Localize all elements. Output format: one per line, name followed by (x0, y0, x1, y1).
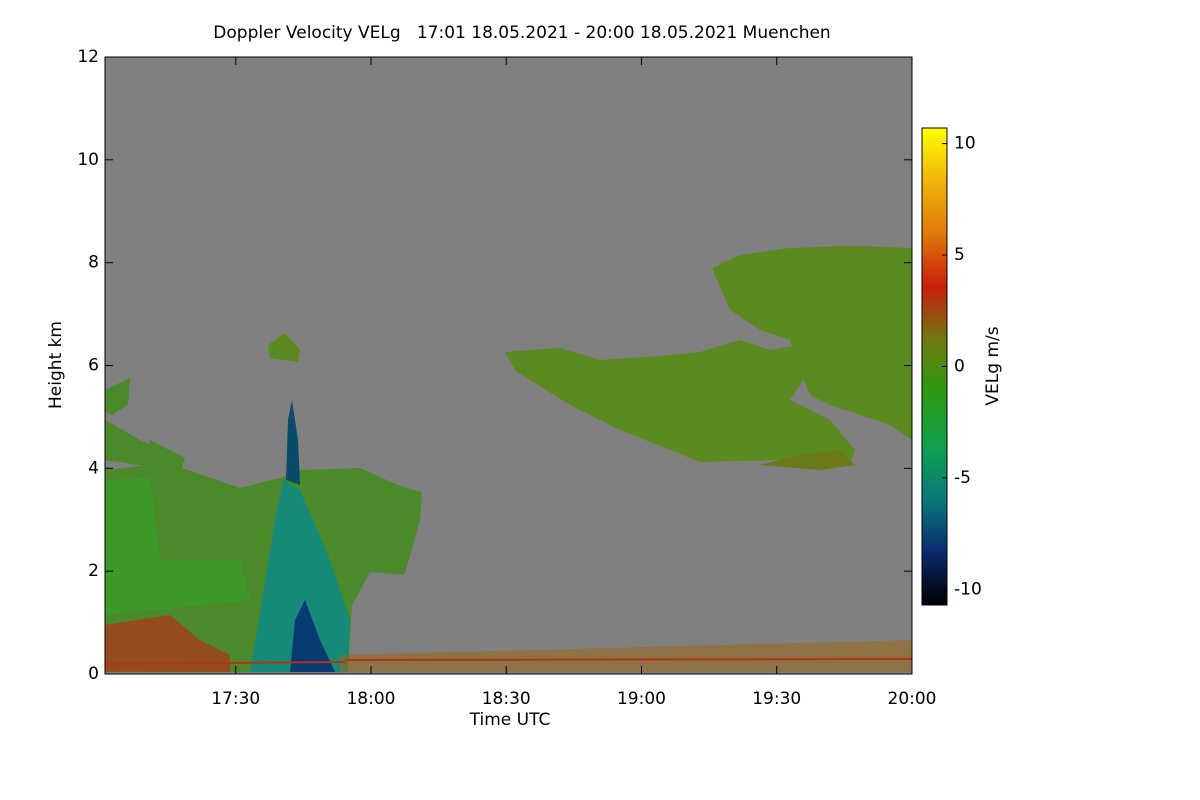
cloud (250, 480, 350, 672)
cloud (105, 420, 180, 468)
surface-echo (344, 658, 913, 661)
y-axis-label: Height km (46, 321, 66, 409)
y-tick-label: 8 (88, 253, 99, 273)
cloud (286, 400, 300, 485)
cloud (340, 640, 912, 672)
chart-title: Doppler Velocity VELg 17:01 18.05.2021 -… (213, 23, 830, 43)
cloud (105, 478, 250, 615)
x-tick-label: 18:30 (482, 689, 531, 709)
surface-echo (104, 661, 346, 665)
cloud (505, 340, 855, 465)
cloud (105, 378, 130, 415)
x-axis-label: Time UTC (469, 710, 551, 730)
cloud (760, 450, 855, 470)
y-tick-label: 6 (88, 356, 99, 376)
y-tick-label: 2 (88, 561, 99, 581)
colorbar-tick-label: 10 (954, 134, 976, 154)
plot-area (104, 56, 913, 675)
x-tick-label: 19:30 (752, 689, 801, 709)
y-tick-label: 4 (88, 458, 99, 478)
y-tick-label: 12 (77, 47, 99, 67)
cloud (290, 600, 335, 672)
colorbar-tick-label: 5 (954, 245, 965, 265)
x-tick-label: 20:00 (888, 689, 937, 709)
colorbar-label: VELg m/s (983, 326, 1003, 405)
colorbar-tick-label: -5 (954, 468, 971, 488)
y-tick-label: 10 (77, 150, 99, 170)
x-tick-label: 17:30 (211, 689, 260, 709)
colorbar-tick-label: 0 (954, 357, 965, 377)
x-tick-label: 19:00 (617, 689, 666, 709)
cloud (268, 333, 300, 362)
y-tick-label: 0 (88, 664, 99, 684)
x-tick-label: 18:00 (346, 689, 395, 709)
cloud (712, 246, 912, 440)
colorbar-tick-label: -10 (954, 579, 982, 599)
cloud (105, 615, 230, 672)
